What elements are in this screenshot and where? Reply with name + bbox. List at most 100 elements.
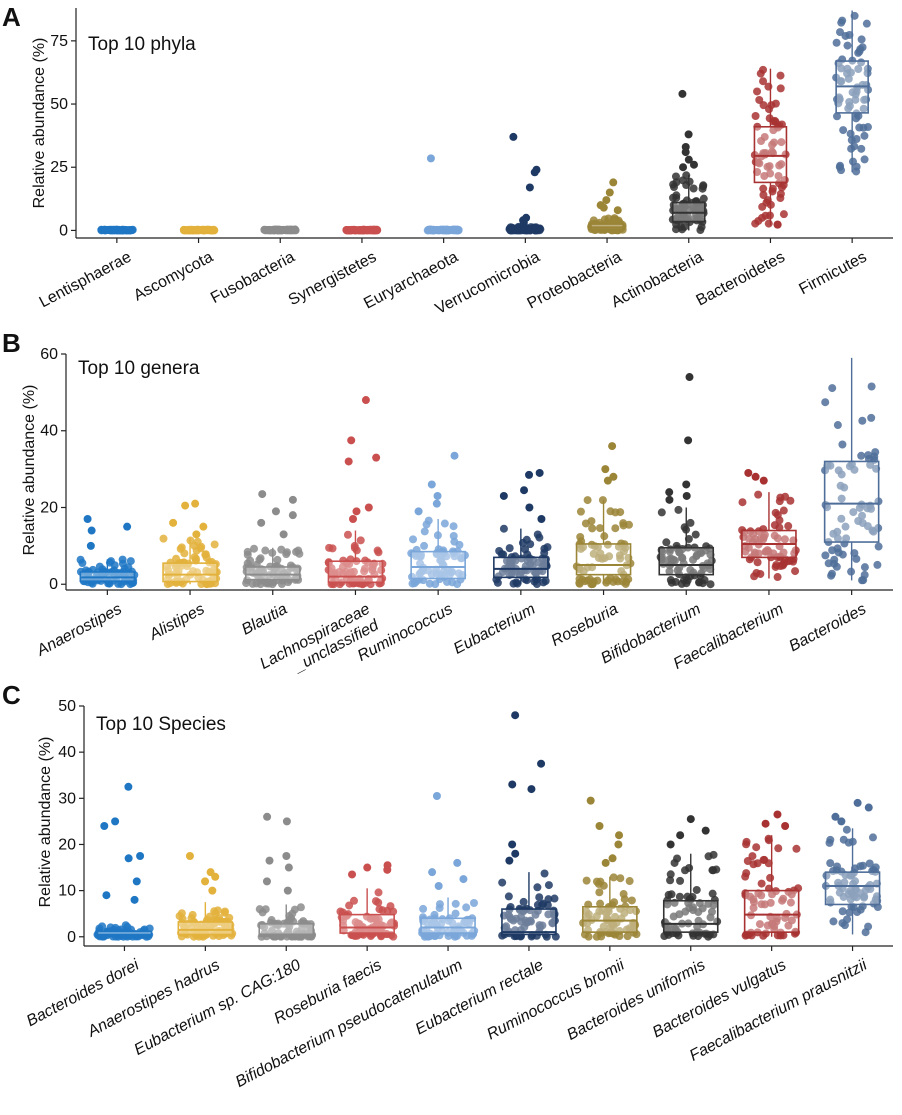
data-point (338, 563, 347, 572)
data-point (498, 931, 507, 940)
x-tick-label-line: Roseburia (549, 601, 621, 650)
box-8 (658, 546, 715, 576)
outlier-point (192, 530, 201, 539)
outlier-point (83, 515, 92, 524)
data-point (583, 496, 592, 505)
data-point (825, 838, 834, 847)
data-point (499, 524, 508, 533)
data-point (389, 932, 398, 941)
x-tick-label: Bacteroides vulgatus (650, 957, 789, 1042)
outlier-point (453, 858, 462, 867)
outlier-point (689, 160, 698, 169)
outlier-point (181, 501, 190, 510)
outlier-point (283, 886, 292, 895)
data-point (868, 526, 877, 535)
data-point (264, 579, 273, 588)
outlier-point (102, 891, 111, 900)
x-tick-label-line: Bacteroides uniformis (564, 957, 708, 1044)
data-point (665, 567, 674, 576)
data-point (696, 226, 705, 235)
data-point (833, 421, 842, 430)
data-point (683, 576, 692, 585)
data-point (427, 919, 436, 928)
data-point (857, 144, 866, 153)
data-point (374, 888, 383, 897)
data-point (837, 494, 846, 503)
outlier-point (201, 877, 210, 886)
data-point (588, 579, 597, 588)
data-point (844, 838, 853, 847)
data-point (294, 546, 303, 555)
x-tick-label-line: Bacteroides (786, 601, 869, 656)
data-point (685, 177, 694, 186)
data-point (671, 172, 680, 181)
data-point (505, 544, 514, 553)
outlier-point (666, 840, 675, 849)
data-point (675, 548, 684, 557)
data-point (507, 569, 516, 578)
data-point (764, 219, 773, 228)
data-point (784, 921, 793, 930)
data-point (290, 905, 299, 914)
data-point (420, 527, 429, 536)
data-point (759, 101, 768, 110)
outlier-point (614, 840, 623, 849)
data-point (744, 543, 753, 552)
data-point (759, 184, 768, 193)
data-point (752, 843, 761, 852)
x-tick-label: Fusobacteria (208, 249, 298, 307)
data-point (666, 876, 675, 885)
data-point (378, 906, 387, 915)
data-point (704, 932, 713, 941)
outlier-point (258, 490, 267, 499)
data-point (448, 918, 457, 927)
outlier-point (352, 507, 361, 516)
y-tick-label: 50 (58, 698, 76, 715)
data-point (766, 169, 775, 178)
panel-title-c: Top 10 Species (96, 714, 226, 735)
data-point (576, 507, 585, 516)
data-point (243, 547, 252, 556)
data-point (855, 503, 864, 512)
data-point (753, 558, 762, 567)
data-point (741, 872, 750, 881)
data-point (438, 915, 447, 924)
y-tick-label: 0 (49, 576, 58, 593)
data-point (611, 575, 620, 584)
data-point (738, 498, 747, 507)
data-point (671, 924, 680, 933)
data-point (862, 19, 871, 28)
data-point (587, 517, 596, 526)
data-point (250, 544, 259, 553)
outlier-point (837, 817, 846, 826)
outlier-point (87, 526, 96, 535)
data-point (511, 552, 520, 561)
outlier-point (199, 522, 208, 531)
data-point (759, 77, 768, 86)
x-tick-label-line: Bacteroidetes (693, 249, 787, 310)
data-point (419, 904, 428, 913)
data-point (834, 548, 843, 557)
data-point (689, 184, 698, 193)
data-point (424, 516, 433, 525)
data-point (835, 95, 844, 104)
data-point (860, 155, 869, 164)
data-point (386, 920, 395, 929)
data-point (770, 531, 779, 540)
outlier-point (363, 863, 372, 872)
data-point (494, 572, 503, 581)
data-point (575, 579, 584, 588)
data-point (751, 535, 760, 544)
data-point (835, 163, 844, 172)
outlier-point (282, 852, 291, 860)
points-8 (656, 373, 716, 589)
data-point (821, 398, 830, 407)
data-point (513, 579, 522, 588)
x-tick-label-line: Actinobacteria (609, 249, 707, 312)
panel-a: A Top 10 phyla Relative abundance (%) (2, 2, 196, 208)
outlier-point (665, 488, 674, 497)
data-point (282, 548, 291, 557)
data-point (776, 84, 785, 93)
outlier-point (681, 148, 690, 157)
data-point (776, 552, 785, 561)
